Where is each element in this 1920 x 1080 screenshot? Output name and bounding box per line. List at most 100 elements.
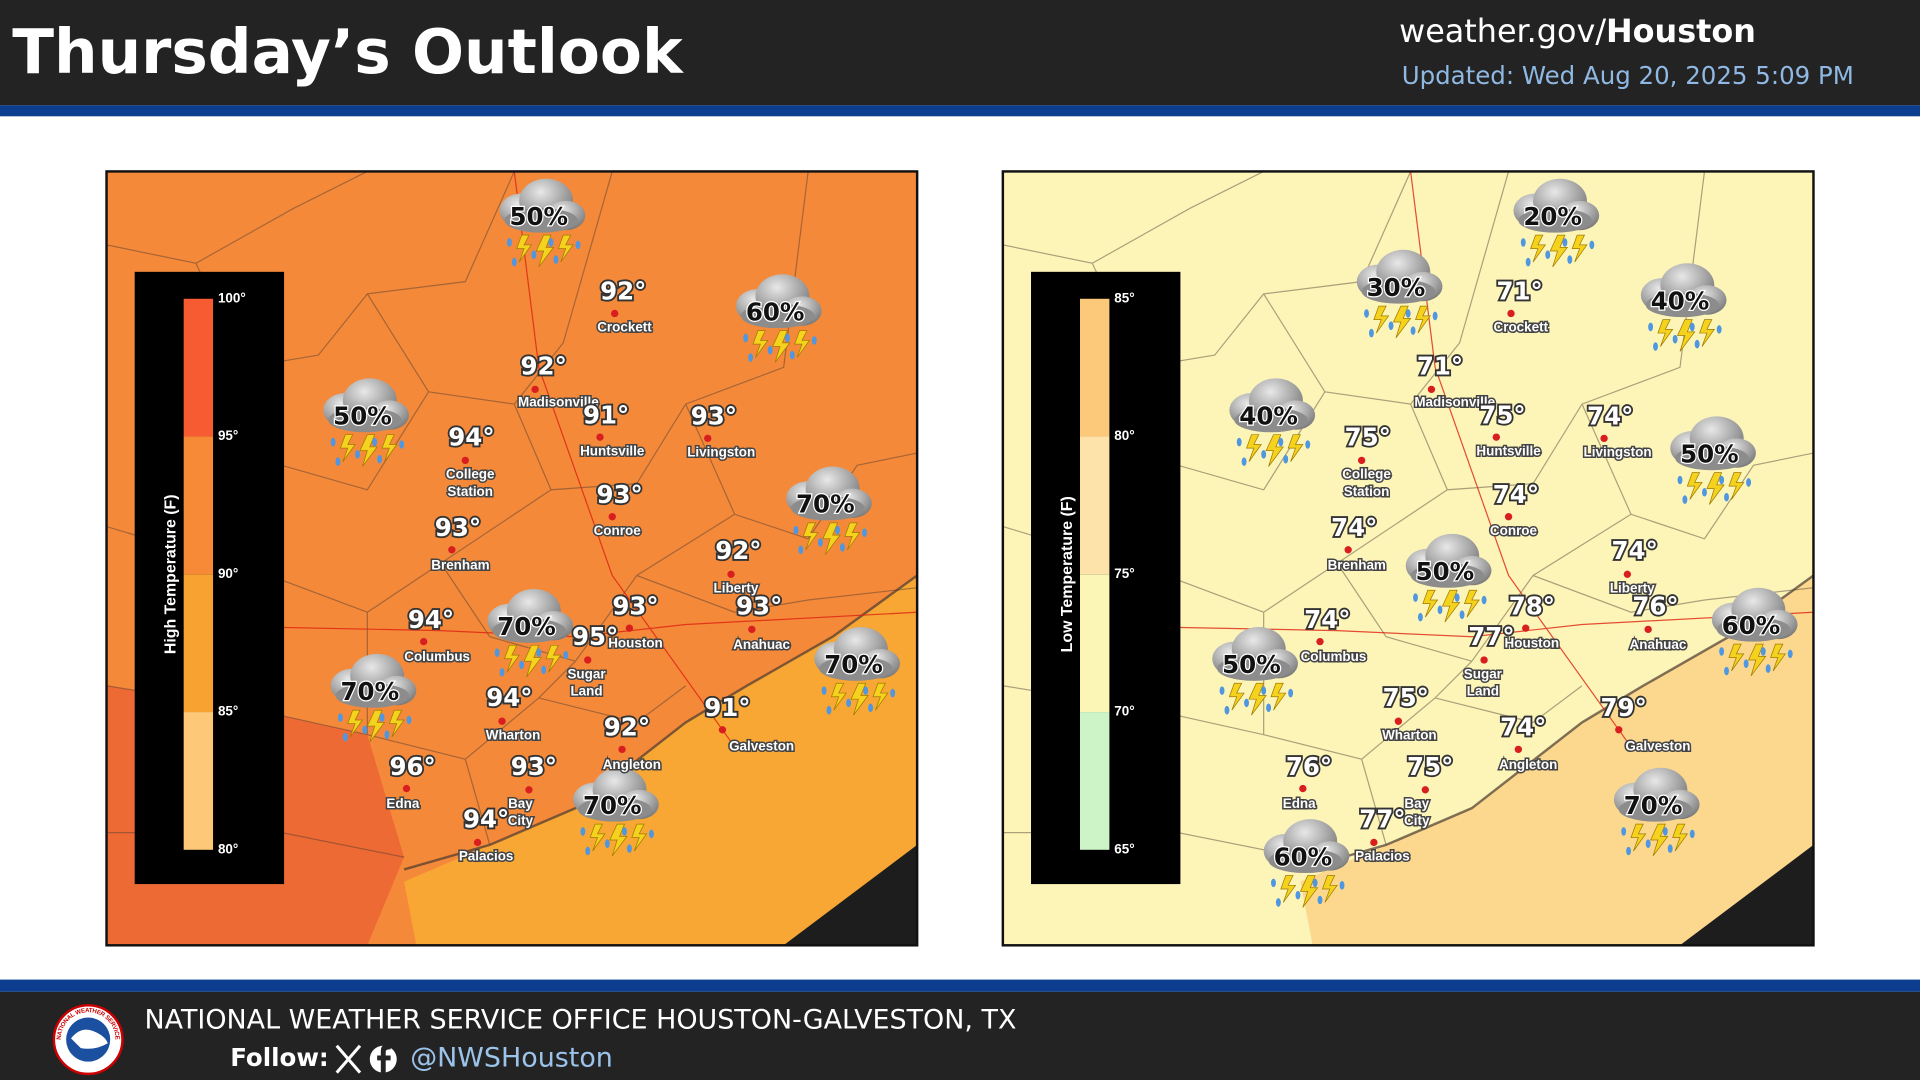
city-temp: 94° <box>448 422 494 451</box>
city-temp: 92° <box>604 713 650 742</box>
city-name: Liberty <box>1610 581 1655 596</box>
city-temp: 75° <box>1383 683 1429 712</box>
storm-chance: 70% <box>341 677 400 706</box>
legend-band <box>183 298 214 437</box>
city-temp: 93° <box>435 513 481 542</box>
storm-icon: 70% <box>785 465 873 556</box>
city-name: Crockett <box>1494 320 1549 335</box>
city-temp: 74° <box>1587 402 1633 431</box>
title: Thursday’s Outlook <box>12 17 684 88</box>
city-name: Crockett <box>597 320 652 335</box>
city-name: Edna <box>1283 796 1316 811</box>
city-temp: 95° <box>572 622 618 651</box>
city-name: Palacios <box>1355 849 1410 864</box>
storm-icon: 70% <box>1613 767 1701 857</box>
x-icon[interactable] <box>335 1044 362 1074</box>
city-temp: 75° <box>1345 422 1391 451</box>
city-name: Bay <box>1404 796 1429 811</box>
city-name: Madisonville <box>1414 394 1495 409</box>
city-dot <box>618 745 626 754</box>
storm-chance: 60% <box>746 297 805 326</box>
map-layer: 85° 80° 75° 70° 65° Low Temperature (F) 20% 30%… <box>1031 178 1799 908</box>
storm-chance: 50% <box>333 402 392 431</box>
city-name: Palacios <box>459 849 514 864</box>
legend-band <box>1080 574 1110 713</box>
city-temp: 76° <box>1286 752 1332 781</box>
storm-icon: 50% <box>322 377 410 468</box>
site: weather.gov/Houston <box>1399 12 1756 50</box>
city-dot <box>596 433 604 441</box>
city-dot <box>1514 745 1523 754</box>
city-name: College <box>446 467 495 482</box>
city-temp: 76° <box>1632 591 1678 620</box>
city-name: Brenham <box>1328 557 1386 572</box>
facebook-icon[interactable] <box>369 1044 397 1074</box>
city-name: Land <box>570 683 602 698</box>
city-temp: 77° <box>1359 804 1405 833</box>
city-name: Brenham <box>431 557 489 572</box>
city-temp: 94° <box>408 605 454 634</box>
storm-chance: 50% <box>1680 440 1739 469</box>
storm-chance: 50% <box>509 202 568 231</box>
legend-band <box>183 436 214 575</box>
site-bold: Houston <box>1606 12 1756 50</box>
city-name: Anahuac <box>733 637 790 652</box>
city-temp: 79° <box>1601 693 1647 722</box>
city-dot <box>1600 434 1608 443</box>
city-name: Liberty <box>713 581 758 596</box>
city-dot <box>1522 624 1530 632</box>
storm-icon: 40% <box>1640 262 1728 353</box>
city-dot <box>461 456 469 465</box>
legend-band <box>1080 436 1110 575</box>
legend-tick: 75° <box>1114 566 1134 581</box>
handle[interactable]: @NWSHouston <box>410 1043 613 1074</box>
storm-chance: 60% <box>1722 611 1781 640</box>
storm-icon: 20% <box>1512 178 1600 268</box>
header-bar <box>0 0 1920 106</box>
city-name: Houston <box>608 636 663 651</box>
city-name: Conroe <box>1490 523 1538 538</box>
city-name: Conroe <box>594 523 642 538</box>
city-dot <box>1492 433 1500 441</box>
city-dot <box>1421 786 1429 794</box>
city-dot <box>1394 717 1403 725</box>
storm-chance: 70% <box>824 650 883 679</box>
city-name: Sugar <box>567 666 606 681</box>
city-name: Huntsville <box>1476 443 1541 458</box>
city-dot <box>1504 513 1513 521</box>
city-name: City <box>508 813 534 828</box>
city-temp: 93° <box>736 591 782 620</box>
legend-tick: 85° <box>1114 290 1134 305</box>
city-name: Columbus <box>1301 649 1367 664</box>
city-temp: 93° <box>596 480 642 509</box>
city-name: Wharton <box>1382 727 1437 742</box>
office: NATIONAL WEATHER SERVICE OFFICE HOUSTON-… <box>144 1005 1016 1036</box>
legend-band <box>183 712 214 850</box>
legend-tick: 80° <box>218 841 238 856</box>
city-dot <box>420 637 428 646</box>
map-layer: 100° 95° 90° 85° 80° High Temperature (F) 50% 6… <box>134 178 901 885</box>
header-stripe <box>0 105 1920 117</box>
city-temp: 96° <box>390 752 436 781</box>
city-dot <box>1507 309 1515 318</box>
city-temp: 91° <box>704 693 750 722</box>
city-dot <box>748 625 756 634</box>
storm-chance: 70% <box>796 490 855 519</box>
city-temp: 71° <box>1417 351 1463 380</box>
city-dot <box>1427 385 1436 394</box>
legend-tick: 85° <box>218 704 238 719</box>
legend-title: Low Temperature (F) <box>1059 496 1076 652</box>
city-dot <box>525 786 533 794</box>
footer-stripe <box>0 979 1920 992</box>
storm-icon: 60% <box>735 273 823 364</box>
city-temp: 93° <box>612 591 658 620</box>
city-name: Livingston <box>687 445 755 460</box>
storm-icon: 60% <box>1711 587 1799 677</box>
city-name: Anahuac <box>1630 637 1687 652</box>
storm-icon: 70% <box>572 767 660 857</box>
city-temp: 91° <box>583 400 629 429</box>
legend-tick: 80° <box>1114 428 1134 443</box>
city-dot <box>718 726 727 734</box>
